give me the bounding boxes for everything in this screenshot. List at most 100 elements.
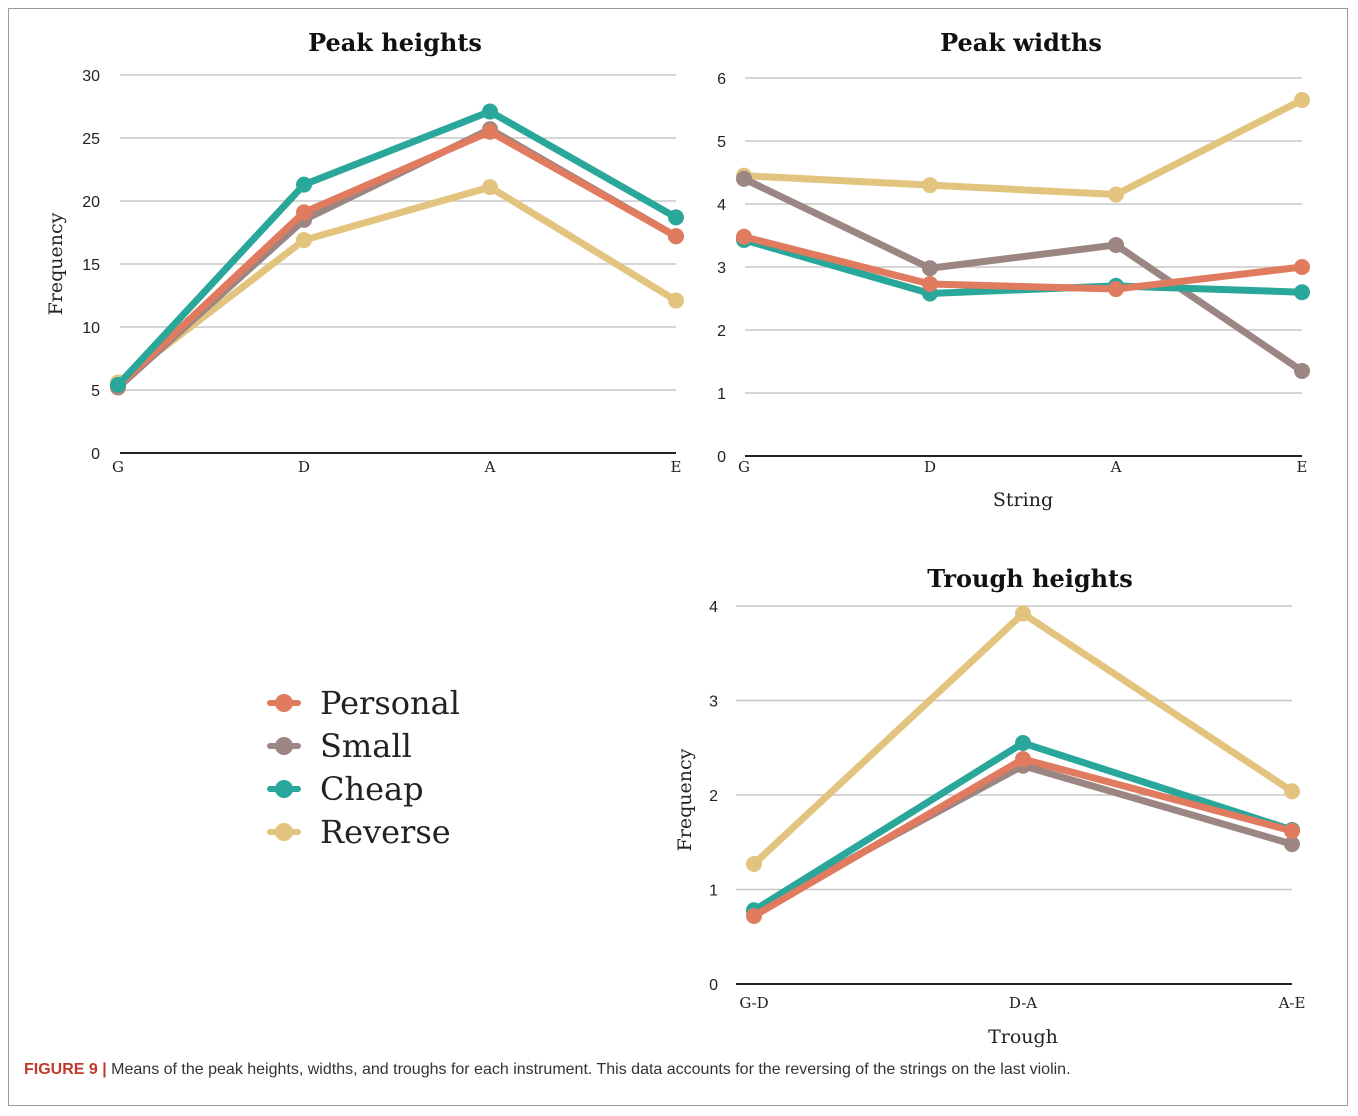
y-tick-label: 3 [717, 260, 726, 277]
data-point [668, 228, 684, 245]
y-axis-title: Frequency [674, 748, 696, 851]
data-point [668, 292, 684, 309]
y-tick-label: 2 [717, 323, 726, 340]
data-point [1284, 822, 1300, 839]
data-point [746, 907, 762, 924]
series-line [114, 128, 680, 390]
x-tick-label: A [484, 458, 496, 476]
x-tick-label: E [1297, 458, 1308, 476]
y-axis-title: Frequency [45, 212, 67, 315]
legend-swatch-dot [275, 823, 293, 841]
data-point [1015, 605, 1031, 622]
series-line [114, 183, 680, 386]
series-personal [746, 751, 1300, 924]
data-point [736, 170, 752, 187]
legend-swatch-dot [275, 780, 293, 798]
data-point [1108, 281, 1124, 298]
data-point [1294, 259, 1310, 275]
series-reverse [746, 605, 1300, 872]
chart-peak-heights: Peak heights 0 5 10 15 20 25 30 G D A E Frequency [45, 28, 684, 476]
data-point [1294, 362, 1310, 379]
caption-label: FIGURE 9 | [24, 1061, 107, 1078]
y-tick-label: 6 [717, 71, 726, 88]
data-point [1015, 751, 1031, 768]
data-point [482, 179, 498, 196]
data-point [922, 177, 938, 194]
y-tick-label: 0 [91, 446, 100, 463]
legend-item-small: Small [267, 727, 412, 765]
x-tick-label: G [112, 458, 124, 476]
data-point [296, 232, 312, 249]
y-tick-label: 1 [717, 386, 726, 403]
series-line [750, 755, 1296, 920]
x-tick-label: A-E [1278, 994, 1306, 1012]
data-point [668, 209, 684, 226]
y-tick-label: 5 [717, 134, 726, 151]
series-line [114, 108, 680, 389]
x-tick-label: D [924, 458, 936, 476]
series-personal [736, 228, 1310, 298]
data-point [296, 176, 312, 193]
series-small [110, 121, 684, 396]
x-tick-label: G-D [739, 994, 768, 1012]
x-tick-label: D-A [1009, 994, 1037, 1012]
chart-title: Peak widths [940, 28, 1102, 57]
y-tick-label: 3 [709, 694, 718, 711]
data-point [1108, 186, 1124, 203]
x-axis-title: Trough [988, 1026, 1058, 1048]
data-point [1284, 783, 1300, 800]
y-tick-label: 5 [91, 383, 100, 400]
data-point [1294, 92, 1310, 109]
y-tick-label: 0 [717, 449, 726, 466]
y-tick-label: 4 [717, 197, 726, 214]
data-point [110, 376, 126, 393]
y-tick-label: 15 [82, 257, 100, 274]
y-tick-label: 0 [709, 977, 718, 994]
series-reverse [736, 92, 1310, 203]
y-tick-label: 4 [709, 599, 718, 616]
y-tick-label: 25 [82, 131, 100, 148]
y-tick-label: 10 [82, 320, 100, 337]
legend-item-reverse: Reverse [267, 813, 451, 851]
legend-label: Small [320, 727, 412, 765]
figure-caption: FIGURE 9 | Means of the peak heights, wi… [24, 1061, 1334, 1079]
data-point [1284, 836, 1300, 853]
x-tick-label: A [1110, 458, 1122, 476]
data-point [1108, 236, 1124, 253]
series-reverse [110, 179, 684, 391]
data-point [922, 260, 938, 277]
x-axis-title: String [993, 489, 1053, 511]
chart-title: Trough heights [927, 564, 1132, 593]
legend-swatch-dot [275, 737, 293, 755]
series-line [740, 96, 1306, 199]
y-tick-label: 2 [709, 788, 718, 805]
series-personal [110, 123, 684, 395]
data-point [296, 204, 312, 221]
series-small [746, 757, 1300, 920]
data-point [746, 855, 762, 872]
y-tick-label: 20 [82, 194, 100, 211]
data-point [1015, 735, 1031, 752]
y-tick-label: 30 [82, 68, 100, 85]
series-line [740, 233, 1306, 293]
legend-label: Personal [320, 684, 460, 722]
data-point [1294, 284, 1310, 301]
y-tick-label: 1 [709, 883, 718, 900]
legend-label: Reverse [320, 813, 451, 851]
series-line [740, 175, 1306, 375]
legend-item-personal: Personal [267, 684, 460, 722]
x-tick-label: E [671, 458, 682, 476]
x-tick-label: G [738, 458, 750, 476]
caption-text: Means of the peak heights, widths, and t… [111, 1061, 1071, 1078]
series-cheap [110, 103, 684, 393]
legend: Personal Small Cheap Reverse [267, 684, 460, 851]
chart-title: Peak heights [308, 28, 482, 57]
legend-label: Cheap [320, 770, 424, 808]
series-small [736, 170, 1310, 379]
chart-trough-heights: Trough heights 0 1 2 3 4 G-D D-A A-E Frequency Tro… [674, 564, 1305, 1048]
data-point [482, 123, 498, 140]
data-point [736, 228, 752, 245]
x-tick-label: D [298, 458, 310, 476]
data-point [482, 103, 498, 120]
